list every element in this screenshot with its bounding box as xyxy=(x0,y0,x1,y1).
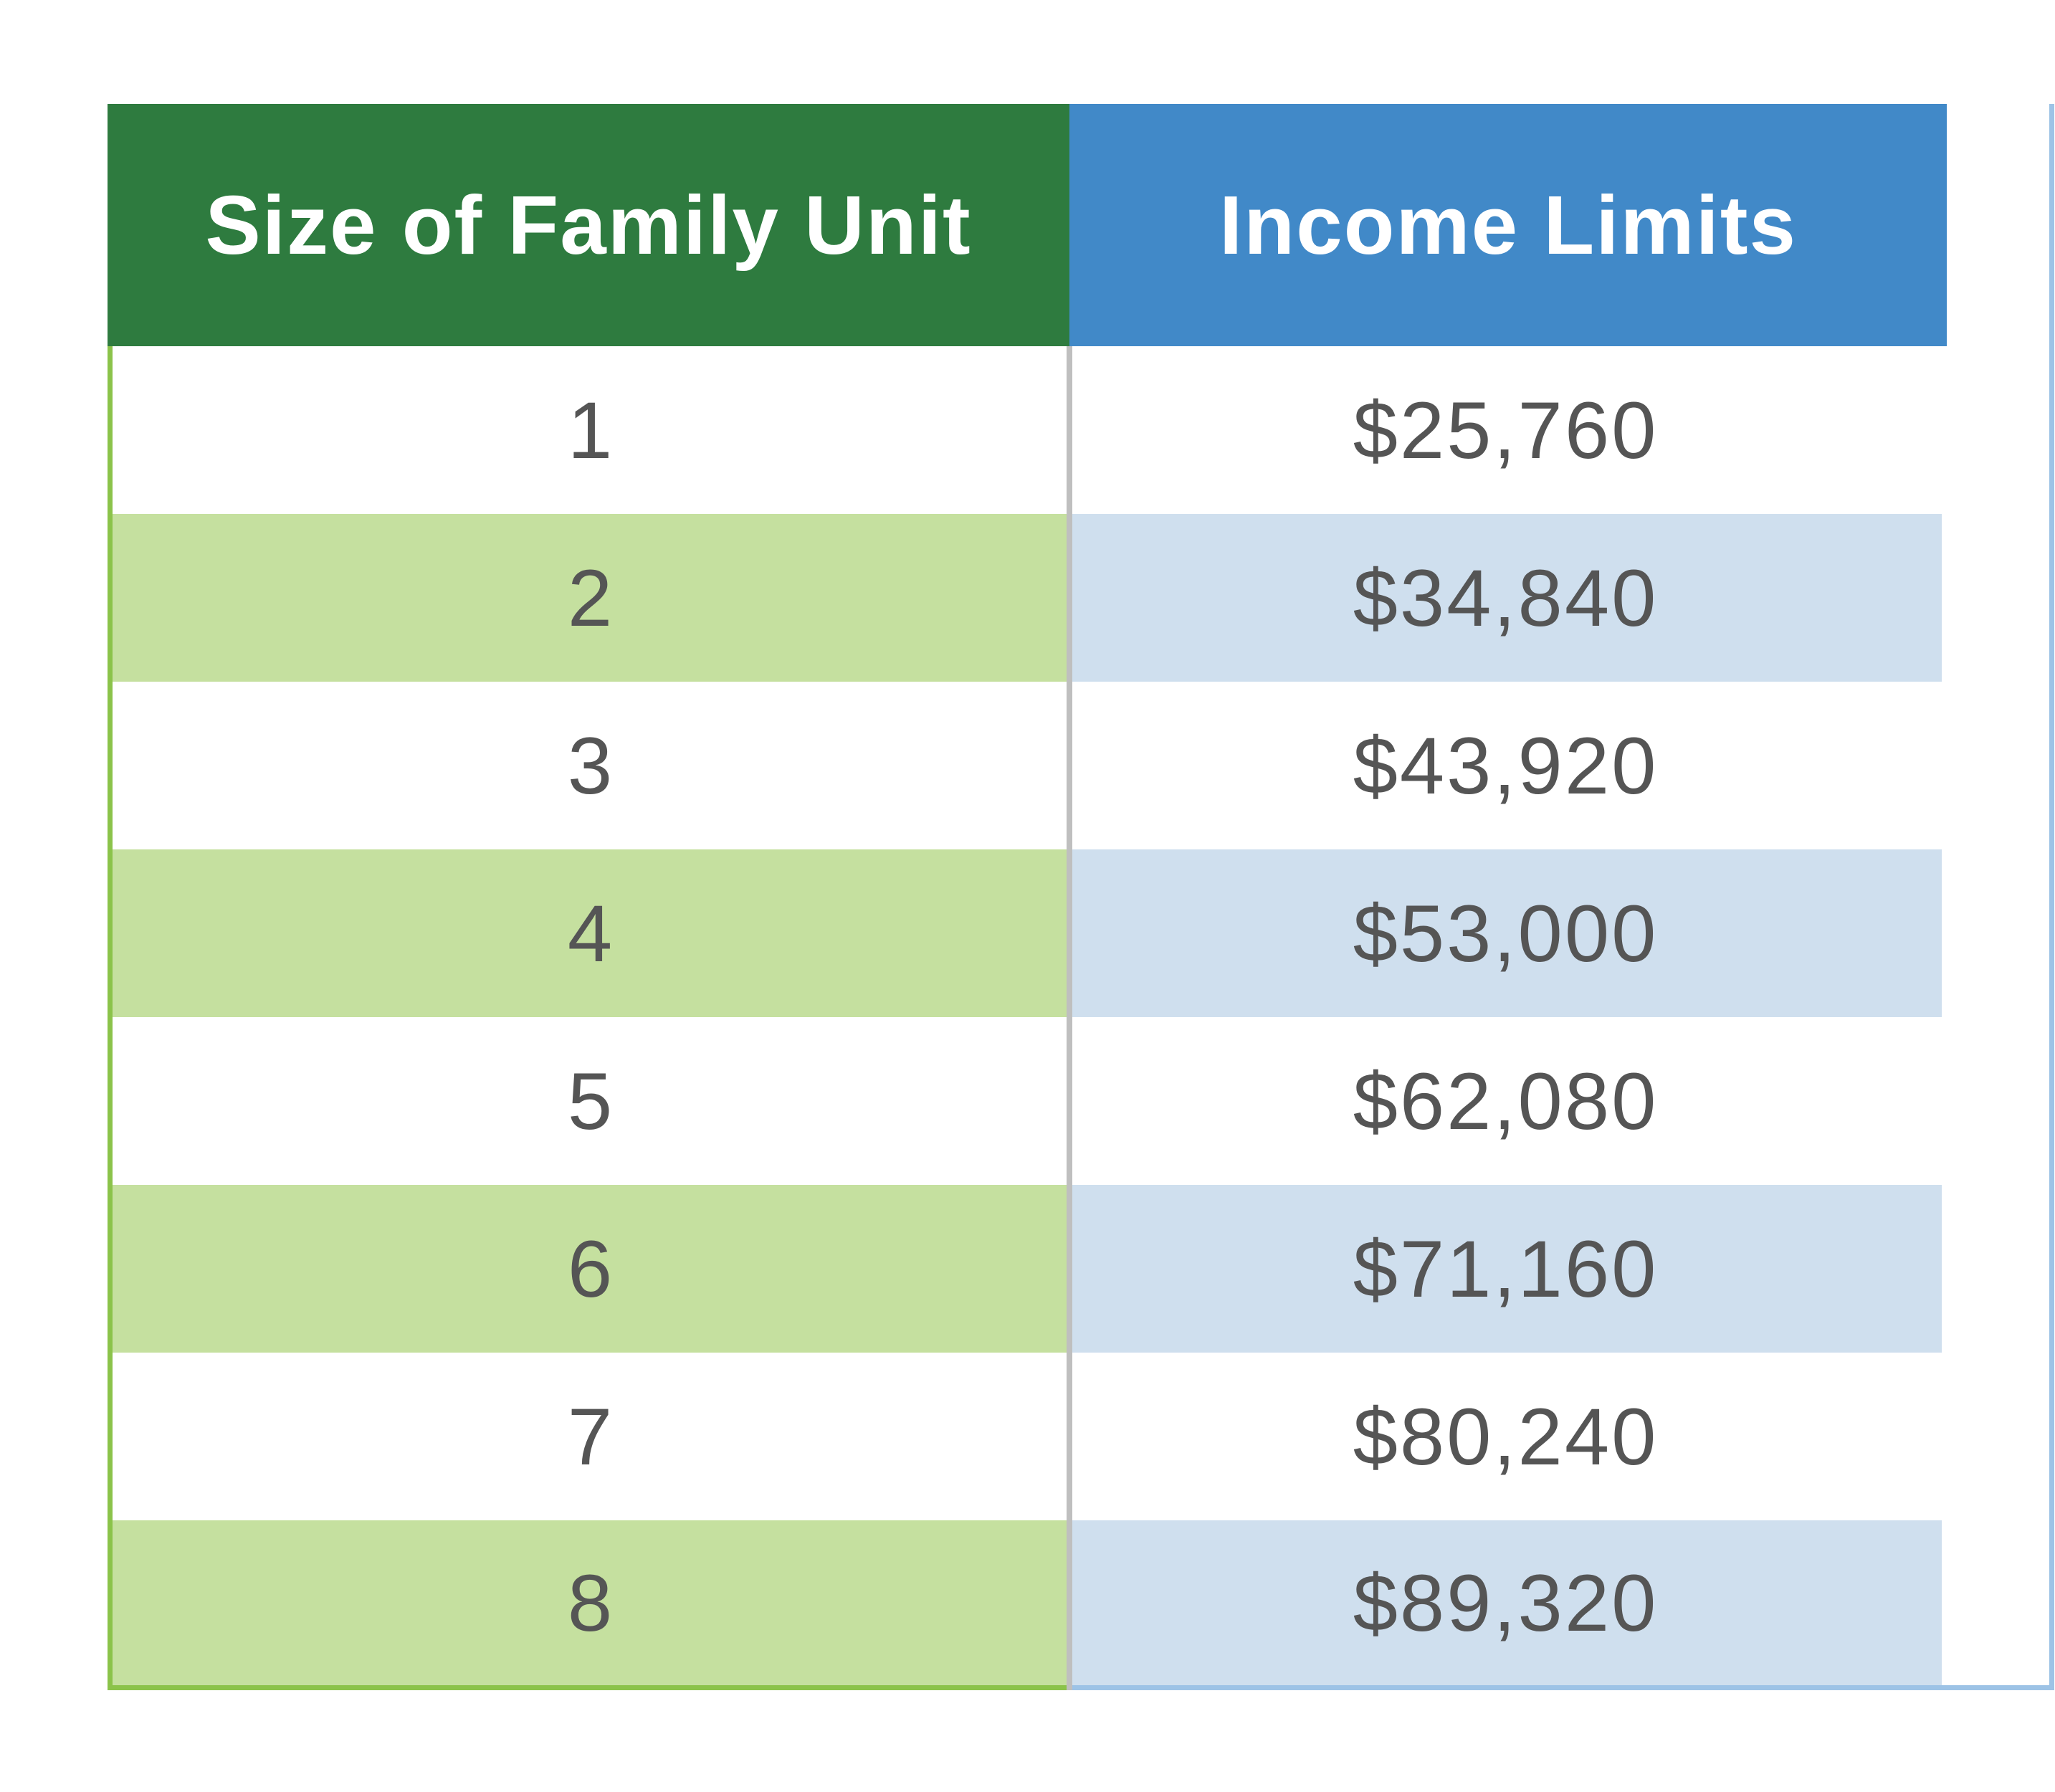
header-size-of-family-unit: Size of Family Unit xyxy=(108,104,1069,346)
table-row: 2 $34,840 xyxy=(108,514,1947,682)
table-row: 5 $62,080 xyxy=(108,1017,1947,1185)
income-limit-cell: $80,240 xyxy=(1069,1353,1942,1520)
family-size-cell: 5 xyxy=(113,1017,1069,1185)
family-size-cell: 2 xyxy=(113,514,1069,682)
header-income-limits: Income Limits xyxy=(1069,104,1947,346)
family-size-cell: 4 xyxy=(113,849,1069,1017)
table-row: 4 $53,000 xyxy=(108,849,1947,1017)
income-limits-table: Size of Family Unit Income Limits 1 $25,… xyxy=(108,104,2054,1690)
income-limit-cell: $43,920 xyxy=(1069,682,1942,849)
income-limit-cell: $89,320 xyxy=(1069,1520,1942,1685)
table-row: 6 $71,160 xyxy=(108,1185,1947,1353)
table-row: 3 $43,920 xyxy=(108,682,1947,849)
income-limit-cell: $62,080 xyxy=(1069,1017,1942,1185)
income-limit-cell: $25,760 xyxy=(1069,346,1942,514)
table-row: 8 $89,320 xyxy=(108,1520,1947,1685)
income-limit-cell: $53,000 xyxy=(1069,849,1942,1017)
size-column-border xyxy=(108,104,1069,1690)
family-size-cell: 1 xyxy=(113,346,1069,514)
table-row: 1 $25,760 xyxy=(108,346,1947,514)
income-column-border xyxy=(1069,104,2054,1690)
family-size-cell: 6 xyxy=(113,1185,1069,1353)
table-row: 7 $80,240 xyxy=(108,1353,1947,1520)
income-limit-cell: $34,840 xyxy=(1069,514,1942,682)
family-size-cell: 8 xyxy=(113,1520,1069,1685)
column-divider xyxy=(1067,346,1072,1690)
family-size-cell: 3 xyxy=(113,682,1069,849)
family-size-cell: 7 xyxy=(113,1353,1069,1520)
income-limit-cell: $71,160 xyxy=(1069,1185,1942,1353)
